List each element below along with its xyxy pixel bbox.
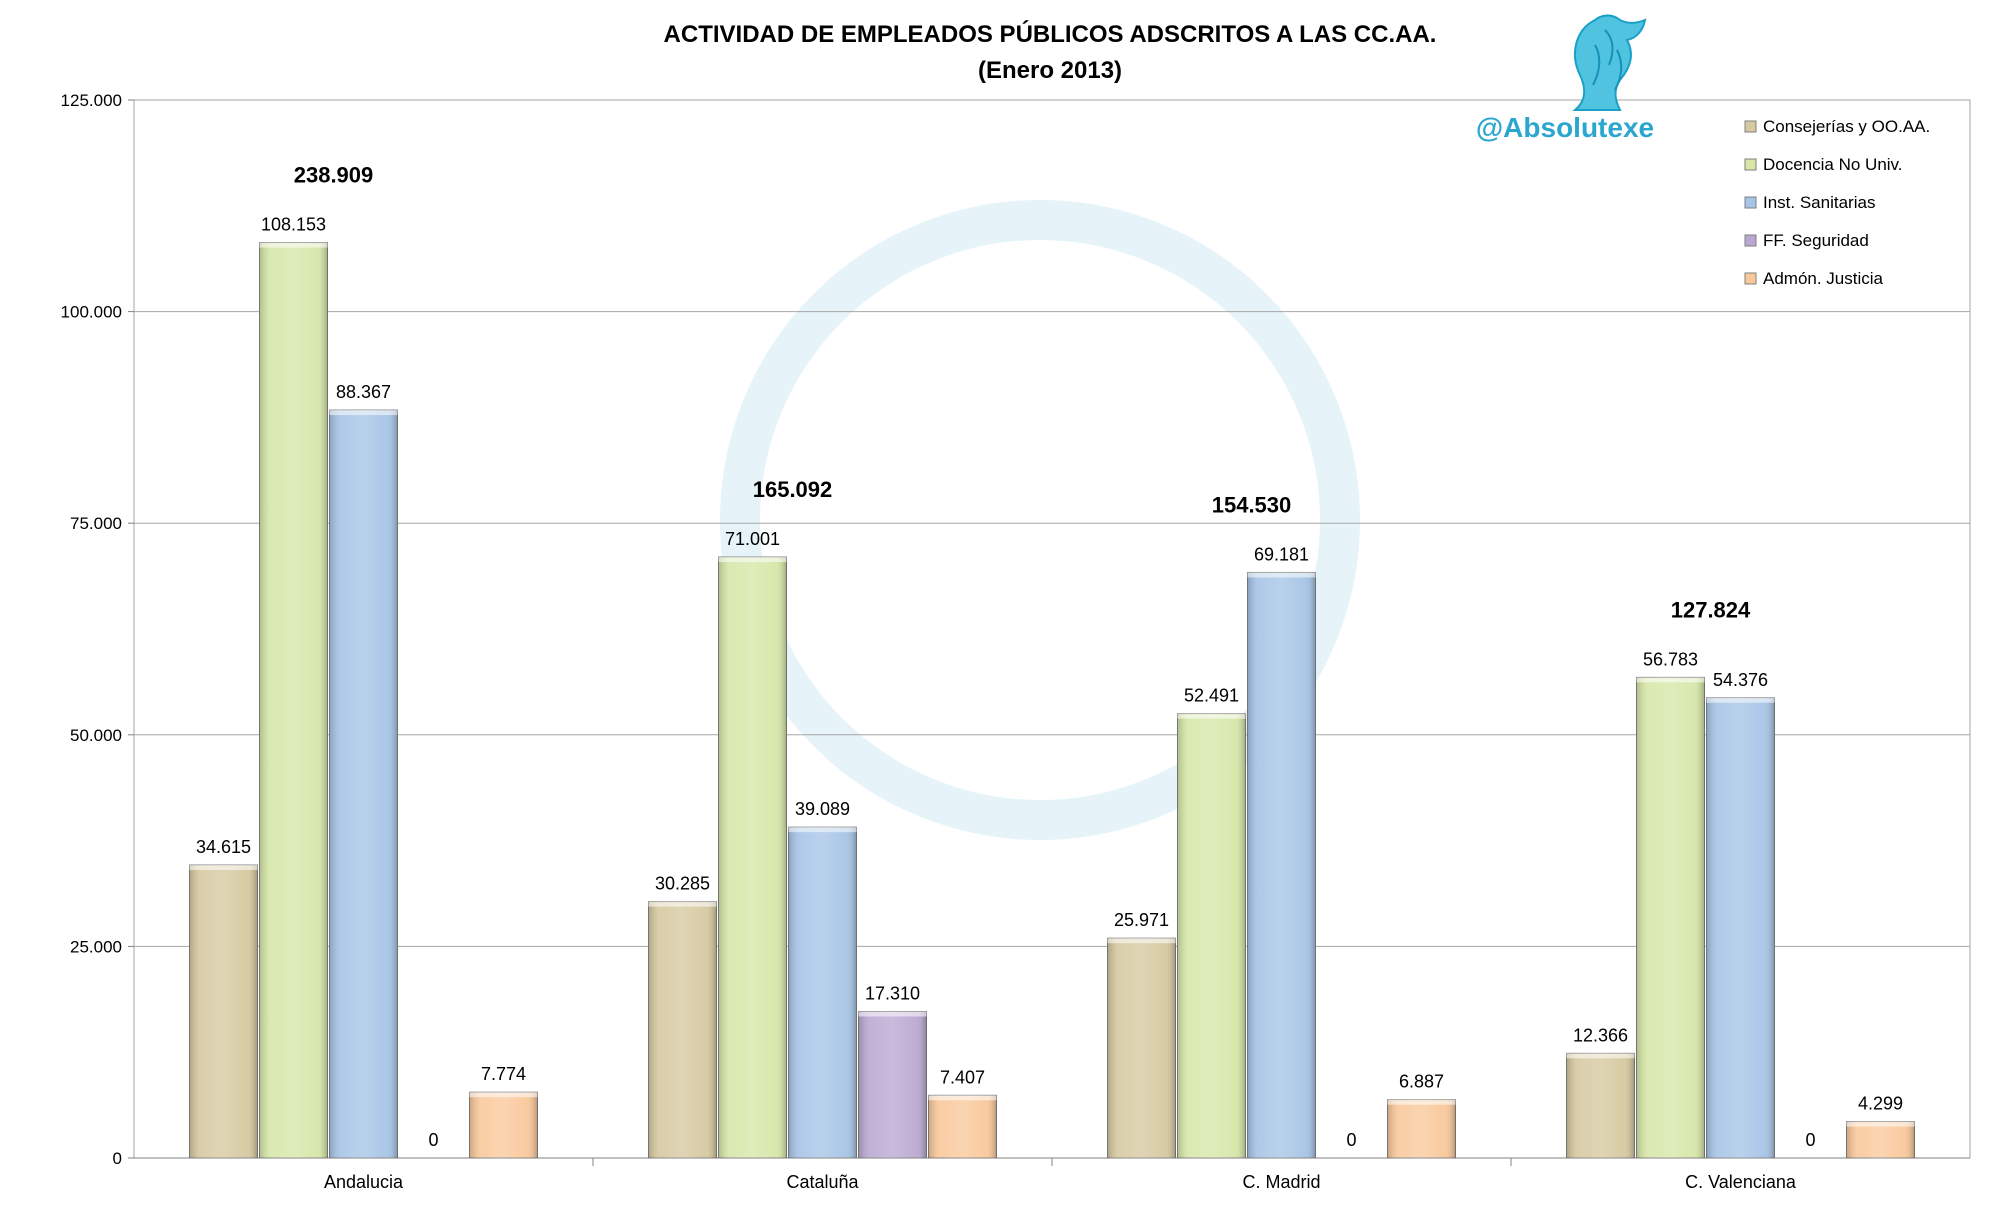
bar-shading [329, 410, 398, 1158]
bar-shading [259, 242, 328, 1158]
legend-label: Inst. Sanitarias [1763, 193, 1875, 212]
legend-swatch [1744, 196, 1757, 209]
legend-item: Inst. Sanitarias [1744, 193, 1875, 212]
legend-swatch [1744, 120, 1757, 133]
chart-subtitle: (Enero 2013) [978, 57, 1122, 84]
bar-shading [718, 557, 787, 1158]
bar-highlight [469, 1092, 538, 1098]
bar-highlight [1636, 677, 1705, 683]
data-label: 39.089 [795, 799, 850, 819]
watermark-handle: @Absolutexe [1476, 112, 1654, 143]
data-label: 0 [1346, 1130, 1356, 1150]
bar-shading [928, 1095, 997, 1158]
legend-swatch [1744, 234, 1757, 247]
bar-highlight [329, 410, 398, 416]
bar-highlight [1846, 1121, 1915, 1127]
legend-item: Docencia No Univ. [1744, 155, 1903, 174]
bar-shading [1636, 677, 1705, 1158]
bar-shading [858, 1011, 927, 1158]
bar-shading [1387, 1099, 1456, 1158]
bar-shading [788, 827, 857, 1158]
bar-shading [1107, 938, 1176, 1158]
data-label: 25.971 [1114, 910, 1169, 930]
axes: 0 25.000 50.000 75.000 100.000 125.000 Andaluc… [61, 91, 1971, 1192]
x-tick-label: C. Valenciana [1685, 1172, 1797, 1192]
data-label: 88.367 [336, 382, 391, 402]
bar-highlight [648, 901, 717, 907]
griffin-logo-icon [1572, 14, 1647, 111]
y-tick-label: 0 [113, 1149, 122, 1168]
y-tick-label: 75.000 [70, 514, 122, 533]
bars [189, 242, 1915, 1159]
data-label: 0 [428, 1130, 438, 1150]
bar-highlight [189, 865, 258, 871]
bar-shading [189, 865, 258, 1158]
bar-shading [1247, 572, 1316, 1158]
data-label: 17.310 [865, 983, 920, 1003]
data-label: 0 [1805, 1130, 1815, 1150]
legend-label: Consejerías y OO.AA. [1763, 117, 1930, 136]
bar-highlight [1706, 697, 1775, 703]
y-tick-label: 125.000 [61, 91, 122, 110]
data-label: 108.153 [261, 215, 326, 235]
data-label: 34.615 [196, 837, 251, 857]
legend: Consejerías y OO.AA. Docencia No Univ. Ins… [1744, 117, 1930, 288]
title-block: ACTIVIDAD DE EMPLEADOS PÚBLICOS ADSCRITO… [664, 20, 1437, 84]
bar-shading [469, 1092, 538, 1158]
y-tick-label: 25.000 [70, 937, 122, 956]
data-label: 52.491 [1184, 686, 1239, 706]
bar-shading [1177, 713, 1246, 1158]
bar-highlight [1566, 1053, 1635, 1059]
data-label: 71.001 [725, 529, 780, 549]
legend-item: FF. Seguridad [1744, 231, 1869, 250]
bar-highlight [718, 557, 787, 563]
legend-label: FF. Seguridad [1763, 231, 1869, 250]
x-tick-label: Andalucia [324, 1172, 404, 1192]
watermark-ring [720, 200, 1360, 840]
data-labels: 34.615 108.153 88.367 0 7.774 238.909 30.285 71… [196, 163, 1903, 1150]
data-label: 4.299 [1858, 1094, 1903, 1114]
bar-shading [1566, 1053, 1635, 1158]
x-tick-label: C. Madrid [1242, 1172, 1320, 1192]
bar-highlight [1107, 938, 1176, 944]
data-label: 54.376 [1713, 670, 1768, 690]
total-label: 127.824 [1671, 597, 1751, 622]
total-label: 165.092 [753, 477, 833, 502]
bar-shading [648, 901, 717, 1158]
legend-swatch [1744, 158, 1757, 171]
data-label: 69.181 [1254, 544, 1309, 564]
bar-highlight [858, 1011, 927, 1017]
logo: @Absolutexe [1476, 14, 1654, 143]
bar-highlight [1387, 1099, 1456, 1105]
data-label: 7.407 [940, 1067, 985, 1087]
data-label: 7.774 [481, 1064, 526, 1084]
bar-highlight [928, 1095, 997, 1101]
total-label: 154.530 [1212, 492, 1292, 517]
bar-shading [1706, 697, 1775, 1158]
x-tick-label: Cataluña [786, 1172, 859, 1192]
chart-title: ACTIVIDAD DE EMPLEADOS PÚBLICOS ADSCRITO… [664, 20, 1437, 48]
data-label: 30.285 [655, 874, 710, 894]
legend-item: Admón. Justicia [1744, 269, 1884, 288]
bar-shading [1846, 1121, 1915, 1158]
data-label: 56.783 [1643, 649, 1698, 669]
data-label: 6.887 [1399, 1072, 1444, 1092]
legend-label: Admón. Justicia [1763, 269, 1884, 288]
y-tick-label: 50.000 [70, 726, 122, 745]
bar-highlight [259, 242, 328, 248]
legend-swatch [1744, 272, 1757, 285]
total-label: 238.909 [294, 163, 374, 188]
legend-item: Consejerías y OO.AA. [1744, 117, 1930, 136]
watermark-layer [720, 200, 1360, 840]
bar-highlight [1247, 572, 1316, 578]
data-label: 12.366 [1573, 1025, 1628, 1045]
bar-highlight [1177, 713, 1246, 719]
y-tick-label: 100.000 [61, 303, 122, 322]
legend-label: Docencia No Univ. [1763, 155, 1903, 174]
bar-highlight [788, 827, 857, 833]
